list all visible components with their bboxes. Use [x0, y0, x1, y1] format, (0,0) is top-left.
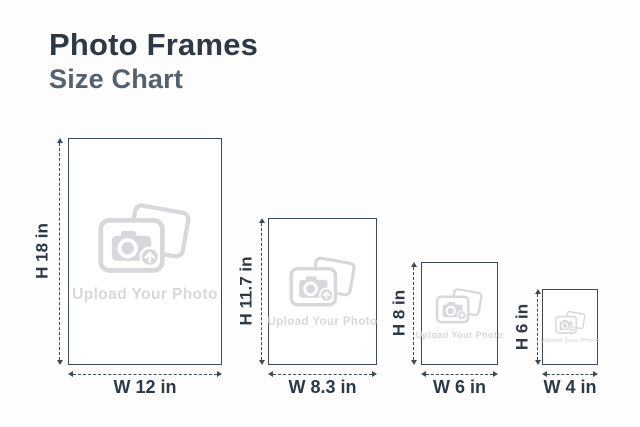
- width-arrow-4x6: [542, 370, 598, 378]
- width-label-8.3x11.7: W 8.3 in: [288, 377, 357, 397]
- height-label-4x6: H 6 in: [512, 303, 532, 351]
- upload-photo-icon: [98, 203, 191, 273]
- upload-photo-text: Upload Your Photo: [415, 330, 504, 340]
- upload-photo-icon: [289, 256, 356, 307]
- height-label-12x18: H 18 in: [32, 223, 52, 279]
- upload-photo-text: Upload Your Photo: [540, 337, 600, 344]
- width-arrow-12x18: [68, 370, 222, 378]
- photo-frame-8.3x11.7[interactable]: Upload Your Photo: [268, 218, 377, 365]
- height-label-6x8: H 8 in: [389, 289, 409, 337]
- photo-frame-12x18[interactable]: Upload Your Photo: [68, 138, 222, 365]
- height-arrow-6x8: [410, 262, 418, 365]
- height-arrow-8.3x11.7: [258, 218, 266, 365]
- width-arrow-6x8: [421, 370, 498, 378]
- width-label-6x8: W 6 in: [433, 377, 486, 397]
- page-title: Photo Frames: [49, 27, 259, 62]
- upload-photo-text: Upload Your Photo: [72, 285, 218, 303]
- photo-frame-6x8[interactable]: Upload Your Photo: [416, 262, 503, 365]
- width-label-4x6: W 4 in: [543, 377, 597, 397]
- upload-placeholder: Upload Your Photo: [268, 255, 378, 329]
- height-arrow-4x6: [534, 289, 542, 365]
- height-arrow-12x18: [56, 138, 64, 365]
- page-subtitle: Size Chart: [49, 63, 184, 94]
- photo-frame-4x6[interactable]: Upload Your Photo: [541, 289, 600, 365]
- upload-photo-text: Upload Your Photo: [267, 315, 378, 328]
- upload-placeholder: Upload Your Photo: [72, 201, 218, 303]
- header: Photo Frames Size Chart: [49, 27, 258, 95]
- width-arrow-8.3x11.7: [268, 370, 377, 378]
- upload-photo-icon: [435, 288, 483, 324]
- upload-placeholder: Upload Your Photo: [416, 287, 503, 340]
- upload-placeholder: Upload Your Photo: [541, 310, 600, 345]
- height-label-8.3x11.7: H 11.7 in: [236, 256, 256, 326]
- upload-photo-icon: [554, 310, 585, 334]
- width-label-12x18: W 12 in: [113, 377, 177, 397]
